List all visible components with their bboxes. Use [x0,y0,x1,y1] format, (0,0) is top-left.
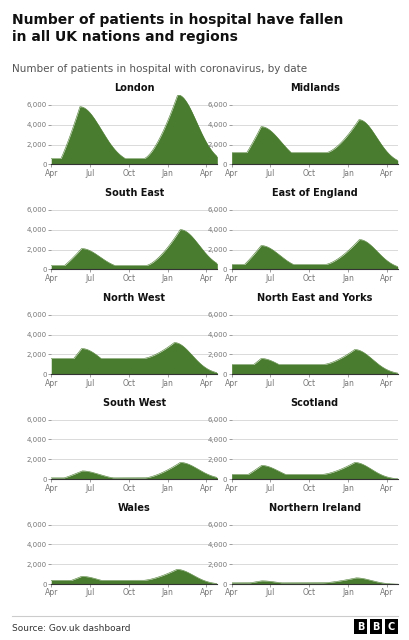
Text: North West: North West [103,293,165,303]
Text: London: London [114,83,154,93]
Text: Scotland: Scotland [290,398,338,408]
Text: North East and Yorks: North East and Yorks [256,293,371,303]
Text: B: B [371,621,379,632]
Text: Number of patients in hospital with coronavirus, by date: Number of patients in hospital with coro… [12,64,307,74]
Text: C: C [387,621,394,632]
Text: Number of patients in hospital have fallen
in all UK nations and regions: Number of patients in hospital have fall… [12,13,343,44]
Text: South West: South West [103,398,165,408]
Text: Source: Gov.uk dashboard: Source: Gov.uk dashboard [12,624,130,633]
Text: East of England: East of England [271,188,357,198]
Text: Midlands: Midlands [289,83,339,93]
Text: B: B [356,621,363,632]
Text: Northern Ireland: Northern Ireland [268,503,360,513]
Text: South East: South East [104,188,164,198]
Text: Wales: Wales [118,503,150,513]
